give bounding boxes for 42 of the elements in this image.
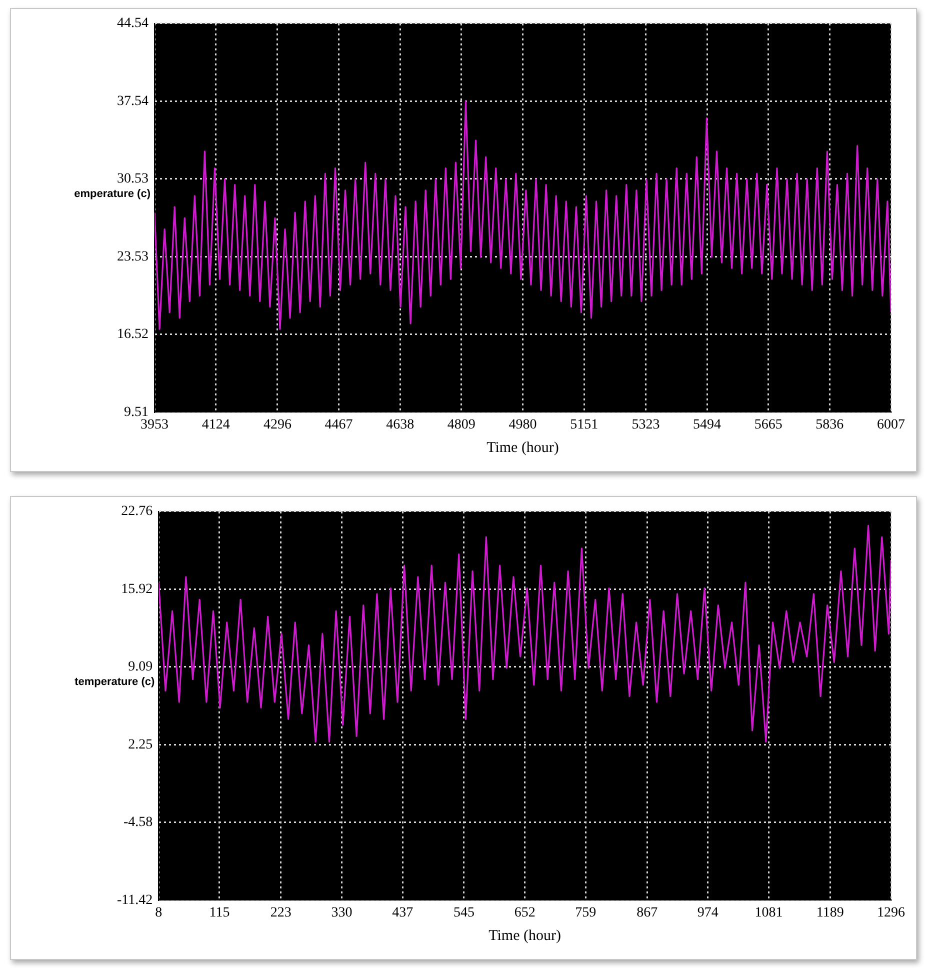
x-tick-label: 545: [453, 905, 474, 920]
y-tick-label: 16.52: [117, 327, 148, 342]
x-tick-label: 5323: [632, 417, 660, 432]
x-tick-label: 5494: [693, 417, 722, 432]
x-tick-label: 759: [575, 905, 596, 920]
x-tick-label: 3953: [140, 417, 168, 432]
x-tick-label: 5151: [570, 417, 598, 432]
y-tick-label: 2.25: [128, 737, 153, 752]
x-tick-label: 4980: [508, 417, 537, 432]
x-tick-label: 1296: [877, 905, 905, 920]
x-tick-label: 4296: [263, 417, 292, 432]
y-tick-label: 9.09: [128, 660, 153, 675]
y-axis-title: emperature (c): [74, 188, 151, 200]
y-tick-label: 23.53: [117, 249, 148, 264]
x-tick-label: 6007: [877, 417, 905, 432]
x-tick-label: 8: [155, 905, 162, 920]
x-tick-label: 974: [697, 905, 718, 920]
x-tick-label: 5665: [754, 417, 782, 432]
x-tick-label: 437: [392, 905, 414, 920]
x-tick-label: 115: [209, 905, 230, 920]
y-axis-title: temperature (c): [74, 676, 155, 688]
y-tick-label: -11.42: [116, 892, 153, 908]
y-tick-label: 44.54: [117, 16, 148, 32]
y-tick-label: 15.92: [121, 582, 153, 597]
x-axis-title: Time (hour): [486, 440, 559, 456]
x-tick-label: 4809: [447, 417, 476, 432]
y-tick-label: 22.76: [121, 504, 153, 520]
x-tick-label: 867: [636, 905, 658, 920]
x-tick-label: 1189: [816, 905, 844, 920]
y-tick-label: -4.58: [123, 815, 153, 830]
x-tick-label: 652: [514, 905, 536, 920]
y-tick-label: 9.51: [124, 404, 148, 420]
x-tick-label: 4638: [386, 417, 414, 432]
x-tick-label: 330: [331, 905, 352, 920]
x-tick-label: 1081: [754, 905, 783, 920]
x-tick-label: 5836: [816, 417, 844, 432]
x-tick-label: 4467: [324, 417, 353, 432]
y-tick-label: 37.54: [117, 94, 148, 109]
x-tick-label: 223: [270, 905, 292, 920]
x-axis-title: Time (hour): [488, 928, 562, 944]
y-tick-label: 30.53: [117, 172, 148, 187]
x-tick-label: 4124: [202, 417, 230, 432]
